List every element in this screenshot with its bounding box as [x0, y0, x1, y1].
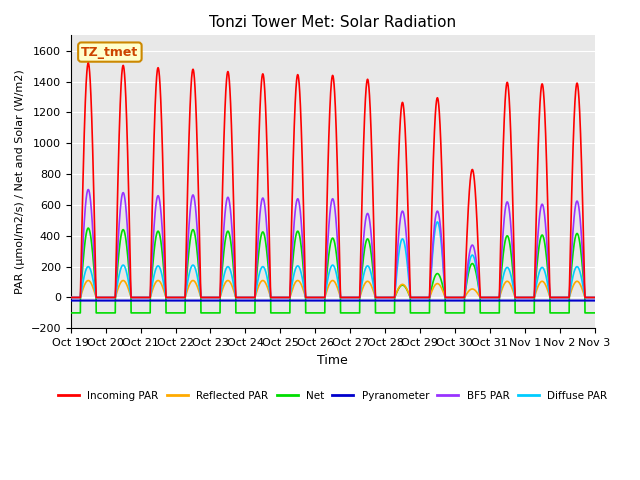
Title: Tonzi Tower Met: Solar Radiation: Tonzi Tower Met: Solar Radiation [209, 15, 456, 30]
X-axis label: Time: Time [317, 354, 348, 367]
Y-axis label: PAR (μmol/m2/s) / Net and Solar (W/m2): PAR (μmol/m2/s) / Net and Solar (W/m2) [15, 70, 25, 294]
Legend: Incoming PAR, Reflected PAR, Net, Pyranometer, BF5 PAR, Diffuse PAR: Incoming PAR, Reflected PAR, Net, Pyrano… [54, 387, 611, 405]
Text: TZ_tmet: TZ_tmet [81, 46, 138, 59]
